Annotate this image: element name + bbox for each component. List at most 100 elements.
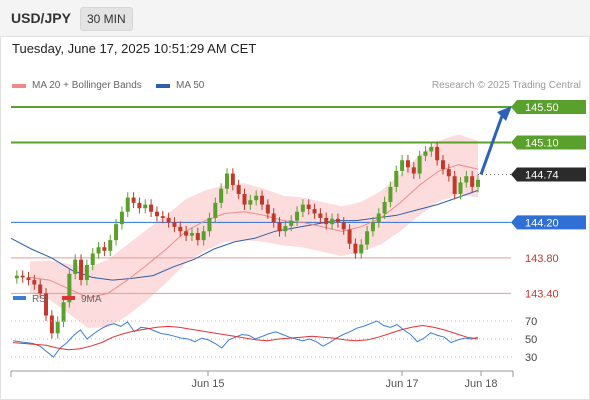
candle: [411, 162, 416, 179]
level-tag-145-10: [511, 135, 586, 150]
candle: [277, 217, 282, 237]
candle-body: [73, 259, 78, 274]
candle: [382, 196, 387, 219]
legend-label-ma20: MA 20 + Bollinger Bands: [32, 80, 142, 91]
candle: [213, 197, 218, 224]
candle: [149, 199, 154, 218]
candle: [318, 208, 323, 224]
candle: [230, 168, 235, 191]
candle-body: [306, 204, 311, 210]
candle-body: [149, 204, 154, 212]
candle-body: [26, 277, 31, 281]
candle: [160, 210, 165, 224]
ma9-legend-label: 9MA: [81, 294, 102, 305]
candle-body: [464, 176, 469, 183]
candle-body: [61, 302, 66, 322]
candle-body: [55, 321, 60, 334]
candle-body: [119, 211, 124, 225]
candle-body: [14, 275, 19, 279]
level-tag-144-74: [511, 167, 586, 182]
candle-body: [289, 220, 294, 226]
rsi-ma-line: [12, 324, 479, 351]
candle: [184, 225, 189, 242]
candle: [96, 241, 101, 259]
candle-body: [335, 218, 340, 223]
candle-body: [201, 231, 206, 241]
projection-arrow: [479, 115, 504, 175]
candle-body: [114, 224, 119, 241]
candle: [458, 177, 463, 200]
timeframe-button[interactable]: 30 MIN: [80, 7, 133, 31]
candle-body: [440, 160, 445, 170]
candle: [119, 206, 124, 230]
candle: [125, 192, 130, 218]
projection-arrowhead: [497, 106, 512, 121]
candle: [44, 288, 49, 321]
x-tick-label: Jun 15: [191, 378, 224, 390]
candle: [376, 208, 381, 228]
candle-body: [131, 197, 136, 203]
level-label-144-74: 144.74: [525, 169, 559, 181]
candle-body: [405, 160, 410, 168]
candle: [400, 154, 405, 177]
candle-body: [230, 173, 235, 186]
candle: [347, 224, 352, 249]
rsi-tick-50: 50: [525, 334, 537, 346]
candle-body: [324, 217, 329, 225]
ma20-swatch: [12, 83, 26, 88]
ma9-legend-swatch: [62, 296, 75, 300]
candle: [254, 190, 259, 206]
candle: [283, 220, 288, 237]
candle-body: [44, 293, 49, 316]
candle-body: [476, 179, 480, 187]
level-label-143-80: 143.80: [525, 253, 559, 265]
level-label-145-50: 145.50: [525, 102, 559, 114]
candle: [219, 183, 224, 209]
candle: [195, 227, 200, 246]
candle-body: [160, 216, 165, 218]
candle: [300, 199, 305, 218]
symbol-label: USD/JPY: [11, 10, 71, 26]
candle-body: [394, 170, 399, 187]
candle-body: [388, 186, 393, 202]
candle-body: [79, 259, 84, 281]
candle: [248, 194, 253, 210]
candle-body: [224, 173, 229, 189]
candle: [32, 274, 37, 290]
candle: [476, 174, 480, 193]
candle: [341, 217, 346, 235]
candle: [417, 150, 422, 179]
candle: [79, 254, 84, 286]
candle-body: [125, 197, 130, 212]
candles-group: [14, 141, 480, 339]
candle: [312, 203, 317, 219]
candle-body: [446, 169, 451, 177]
candle-body: [260, 195, 265, 205]
candle-body: [219, 188, 224, 203]
candle: [102, 241, 107, 257]
candle: [271, 208, 276, 228]
candle: [452, 170, 457, 200]
candle-body: [38, 284, 43, 294]
candle-body: [295, 211, 300, 221]
candle-body: [195, 233, 200, 241]
candle: [114, 218, 119, 246]
candle-body: [265, 204, 270, 214]
bollinger-band: [30, 134, 478, 328]
candle: [435, 141, 440, 166]
candle: [55, 316, 60, 339]
candle: [67, 268, 72, 308]
candle-body: [67, 273, 72, 303]
candle: [178, 221, 183, 237]
candle-body: [96, 247, 101, 254]
candle-body: [400, 160, 405, 171]
candle: [84, 259, 89, 286]
candle: [143, 199, 148, 214]
candle-body: [271, 213, 276, 223]
x-tick-label: Jun 17: [385, 378, 418, 390]
ma50-swatch: [156, 83, 170, 88]
candle: [154, 206, 159, 222]
candle: [108, 234, 113, 257]
rsi-tick-70: 70: [525, 316, 537, 328]
